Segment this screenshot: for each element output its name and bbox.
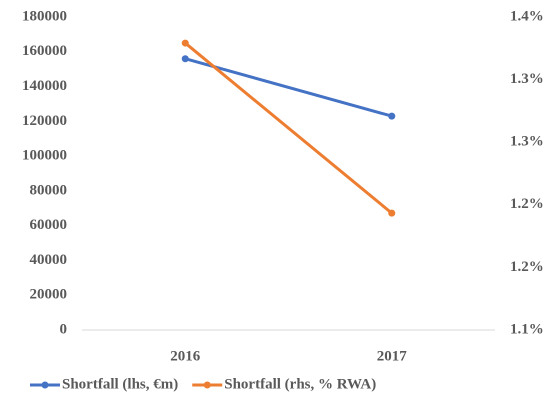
y-tick-label: 120000 xyxy=(22,113,67,129)
legend-label: Shortfall (lhs, €m) xyxy=(62,376,178,392)
y2-tick-label: 1.3% xyxy=(510,134,544,150)
series-line xyxy=(184,41,393,215)
y2-tick-label: 1.3% xyxy=(510,71,544,87)
legend-marker xyxy=(41,381,49,389)
y2-tick-label: 1.2% xyxy=(510,259,544,275)
y-tick-label: 60000 xyxy=(30,217,68,233)
y2-tick-label: 1.1% xyxy=(510,321,544,337)
y-tick-label: 180000 xyxy=(22,8,67,24)
y2-tick-label: 1.2% xyxy=(510,196,544,212)
point xyxy=(388,112,396,120)
y-tick-label: 0 xyxy=(60,321,68,337)
series-line xyxy=(184,57,393,118)
y-tick-label: 100000 xyxy=(22,148,67,164)
y2-tick-label: 1.4% xyxy=(510,8,544,24)
y-tick-label: 80000 xyxy=(30,182,68,198)
y-tick-label: 140000 xyxy=(22,78,67,94)
x-tick-label: 2016 xyxy=(170,348,201,364)
x-tick-label: 2017 xyxy=(377,348,408,364)
legend-label: Shortfall (rhs, % RWA) xyxy=(224,376,376,392)
y-tick-label: 40000 xyxy=(30,252,68,268)
point xyxy=(181,55,189,63)
point xyxy=(388,209,396,217)
y-tick-label: 160000 xyxy=(22,43,67,59)
legend-marker xyxy=(203,381,211,389)
y-tick-label: 20000 xyxy=(30,287,68,303)
point xyxy=(181,39,189,47)
